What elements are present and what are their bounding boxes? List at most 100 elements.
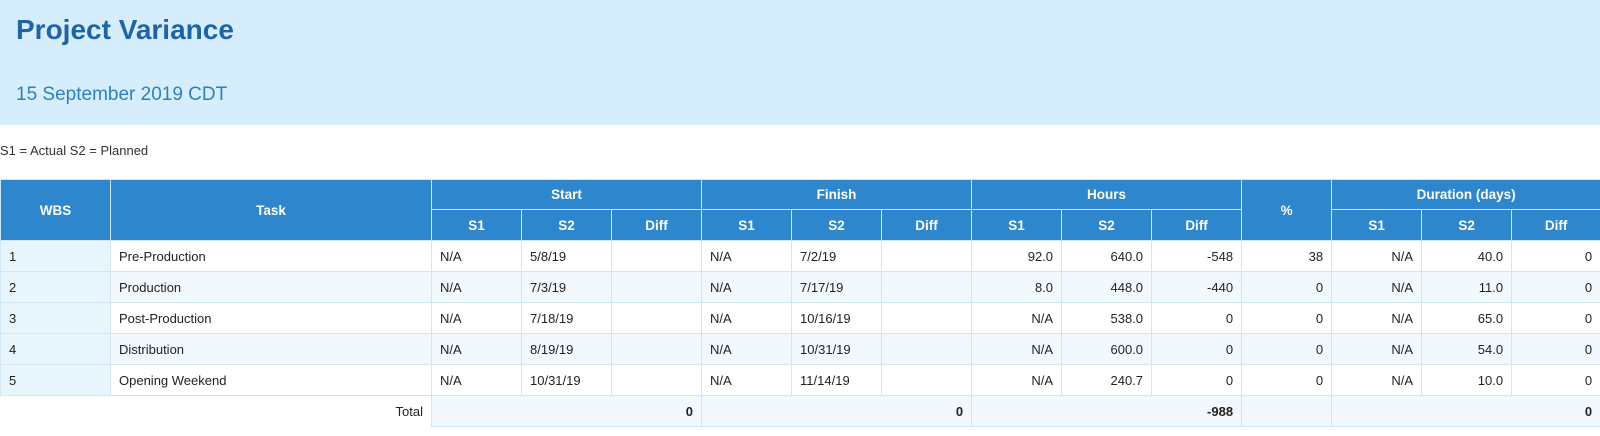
- table-row: 2 Production N/A 7/3/19 N/A 7/17/19 8.0 …: [0, 271, 1600, 303]
- header-start: Start: [430, 179, 703, 210]
- cell-hours-s1: 8.0: [971, 271, 1063, 303]
- total-label: Total: [110, 395, 432, 427]
- header-hours-s2: S2: [1061, 209, 1153, 241]
- table-row: 5 Opening Weekend N/A 10/31/19 N/A 11/14…: [0, 364, 1600, 396]
- header-hours: Hours: [971, 179, 1243, 210]
- cell-start-s2: 5/8/19: [521, 240, 612, 272]
- cell-hours-diff: -440: [1151, 271, 1243, 303]
- cell-duration-s2: 11.0: [1421, 271, 1513, 303]
- cell-hours-diff: -548: [1151, 240, 1243, 272]
- header-percent: %: [1241, 179, 1333, 241]
- cell-percent: 0: [1241, 271, 1333, 303]
- cell-wbs: 1: [0, 240, 111, 272]
- cell-duration-s2: 10.0: [1421, 364, 1513, 396]
- cell-percent: 0: [1241, 302, 1333, 334]
- header-duration-s2: S2: [1421, 209, 1513, 241]
- cell-duration-s1: N/A: [1331, 364, 1423, 396]
- cell-finish-s1: N/A: [701, 271, 793, 303]
- total-start-diff: 0: [430, 395, 703, 427]
- total-percent: [1241, 395, 1333, 427]
- total-row: Total 0 0 -988 0: [0, 395, 1600, 427]
- cell-wbs: 3: [0, 302, 111, 334]
- cell-start-s2: 7/3/19: [521, 271, 612, 303]
- cell-duration-s1: N/A: [1331, 271, 1423, 303]
- cell-finish-s2: 7/2/19: [791, 240, 883, 272]
- cell-start-diff: [610, 364, 703, 396]
- table-row: 4 Distribution N/A 8/19/19 N/A 10/31/19 …: [0, 333, 1600, 365]
- cell-task: Production: [110, 271, 432, 303]
- legend-note: S1 = Actual S2 = Planned: [0, 143, 149, 158]
- cell-hours-s1: N/A: [971, 302, 1063, 334]
- cell-wbs: 5: [0, 364, 111, 396]
- cell-task: Distribution: [110, 333, 432, 365]
- cell-start-diff: [610, 271, 703, 303]
- cell-duration-s1: N/A: [1331, 240, 1423, 272]
- cell-duration-s1: N/A: [1331, 302, 1423, 334]
- cell-duration-diff: 0: [1511, 364, 1600, 396]
- header-duration-s1: S1: [1331, 209, 1423, 241]
- header-wbs: WBS: [0, 179, 111, 241]
- cell-start-diff: [610, 333, 703, 365]
- cell-start-s2: 10/31/19: [521, 364, 612, 396]
- header-finish-s1: S1: [701, 209, 793, 241]
- cell-start-diff: [610, 302, 703, 334]
- header-task: Task: [110, 179, 432, 241]
- cell-finish-s1: N/A: [701, 333, 793, 365]
- header-start-s1: S1: [431, 209, 522, 241]
- header-hours-diff: Diff: [1151, 209, 1243, 241]
- cell-finish-s1: N/A: [701, 364, 793, 396]
- header-start-diff: Diff: [610, 209, 703, 241]
- cell-wbs: 2: [0, 271, 111, 303]
- cell-finish-diff: [881, 302, 973, 334]
- table-row: 3 Post-Production N/A 7/18/19 N/A 10/16/…: [0, 302, 1600, 334]
- cell-duration-diff: 0: [1511, 333, 1600, 365]
- cell-duration-s2: 54.0: [1421, 333, 1513, 365]
- cell-hours-diff: 0: [1151, 302, 1243, 334]
- cell-duration-s1: N/A: [1331, 333, 1423, 365]
- cell-task: Pre-Production: [110, 240, 432, 272]
- cell-task: Post-Production: [110, 302, 432, 334]
- cell-finish-s2: 11/14/19: [791, 364, 883, 396]
- cell-duration-s2: 65.0: [1421, 302, 1513, 334]
- cell-finish-diff: [881, 333, 973, 365]
- cell-task: Opening Weekend: [110, 364, 432, 396]
- cell-percent: 0: [1241, 333, 1333, 365]
- total-duration-diff: 0: [1331, 395, 1600, 427]
- cell-finish-s1: N/A: [701, 302, 793, 334]
- cell-hours-diff: 0: [1151, 364, 1243, 396]
- cell-start-s2: 8/19/19: [521, 333, 612, 365]
- cell-start-s1: N/A: [431, 271, 522, 303]
- cell-hours-s2: 538.0: [1061, 302, 1153, 334]
- header-finish-diff: Diff: [881, 209, 973, 241]
- header-start-s2: S2: [521, 209, 612, 241]
- cell-start-s1: N/A: [431, 333, 522, 365]
- total-hours-diff: -988: [971, 395, 1243, 427]
- cell-finish-s2: 7/17/19: [791, 271, 883, 303]
- cell-hours-s1: N/A: [971, 364, 1063, 396]
- cell-start-s1: N/A: [431, 302, 522, 334]
- total-finish-diff: 0: [701, 395, 973, 427]
- cell-start-s1: N/A: [431, 364, 522, 396]
- page-title: Project Variance: [16, 14, 234, 45]
- cell-finish-s2: 10/31/19: [791, 333, 883, 365]
- cell-start-s1: N/A: [431, 240, 522, 272]
- header-finish-s2: S2: [791, 209, 883, 241]
- cell-hours-diff: 0: [1151, 333, 1243, 365]
- cell-hours-s1: N/A: [971, 333, 1063, 365]
- cell-duration-diff: 0: [1511, 302, 1600, 334]
- cell-finish-diff: [881, 364, 973, 396]
- header-duration: Duration (days): [1331, 179, 1600, 210]
- cell-finish-diff: [881, 240, 973, 272]
- cell-hours-s2: 640.0: [1061, 240, 1153, 272]
- cell-duration-diff: 0: [1511, 271, 1600, 303]
- cell-start-s2: 7/18/19: [521, 302, 612, 334]
- cell-wbs: 4: [0, 333, 111, 365]
- cell-finish-s2: 10/16/19: [791, 302, 883, 334]
- cell-percent: 38: [1241, 240, 1333, 272]
- cell-hours-s1: 92.0: [971, 240, 1063, 272]
- table-row: 1 Pre-Production N/A 5/8/19 N/A 7/2/19 9…: [0, 240, 1600, 272]
- report-date: 15 September 2019 CDT: [16, 84, 228, 105]
- cell-finish-s1: N/A: [701, 240, 793, 272]
- report-header: Project Variance 15 September 2019 CDT: [0, 0, 1600, 125]
- cell-hours-s2: 600.0: [1061, 333, 1153, 365]
